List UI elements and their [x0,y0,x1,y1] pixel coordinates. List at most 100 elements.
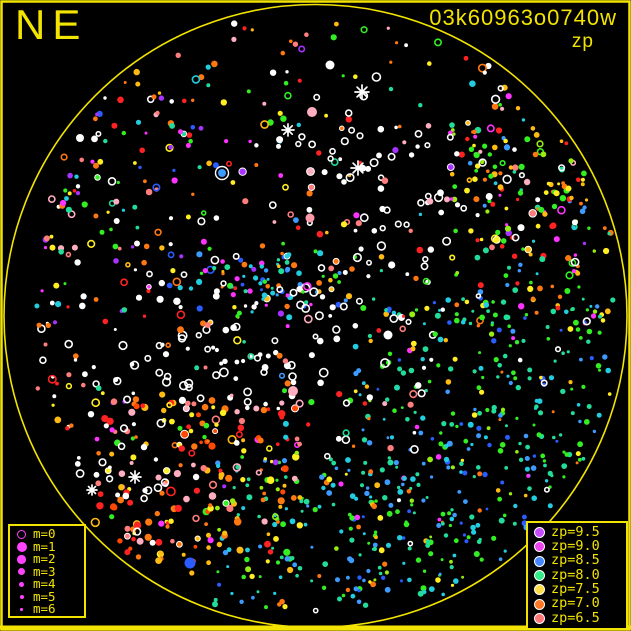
star-point [500,370,504,374]
star-points-layer [34,20,616,614]
star-point [251,304,257,310]
star-point [405,272,410,277]
star-point [592,249,596,253]
star-point [477,471,483,477]
star-point [105,475,114,483]
star-point [562,450,566,454]
star-point [604,308,611,315]
star-point [546,181,551,186]
star-point [368,338,373,344]
star-point [40,289,44,293]
star-point [405,417,410,422]
star-point [570,257,580,267]
star-point [455,424,459,429]
star-point [424,142,431,149]
star-point [366,568,371,574]
star-point [185,383,193,392]
star-point [368,580,372,584]
open-circle-swatch [17,529,26,539]
exposure-title: 03k60963o0740w [429,5,617,30]
star-point [149,539,156,546]
star-point [342,429,350,437]
star-point [361,381,366,386]
star-point [358,246,364,252]
star-point [345,457,351,463]
star-point [440,558,444,562]
star-point [553,236,560,243]
star-point [263,401,268,407]
star-point [208,480,218,490]
zeropoint-symbol [532,612,547,624]
star-point [296,270,302,277]
star-point [581,456,586,461]
star-point [243,387,252,397]
legend-label: m=1 [33,538,56,554]
star-point [184,378,194,389]
star-point [111,122,118,129]
star-point [369,158,379,168]
star-point [482,177,487,182]
star-point [568,380,573,385]
star-point [547,503,553,509]
star-point [537,410,544,416]
star-point [497,496,502,502]
star-point [401,482,405,487]
legend-row: m=6 [14,602,80,616]
star-point [226,565,230,569]
star-point [465,120,471,126]
star-point [135,554,142,560]
star-point [358,553,362,557]
star-point [117,538,123,544]
star-point [282,604,288,610]
star-point [363,460,368,465]
star-point [298,45,306,53]
star-point [353,74,358,79]
star-point [242,340,246,344]
star-point [461,575,464,579]
star-point [424,305,430,311]
star-point [486,169,490,173]
star-point [408,228,413,233]
star-point [212,371,221,380]
star-point [372,546,377,552]
star-point [127,499,134,506]
star-point [470,524,476,531]
star-point [203,422,210,429]
star-point [354,212,359,217]
star-point [560,388,566,395]
star-point [277,110,283,116]
magnitude-symbol [14,594,29,599]
star-point [168,242,173,247]
star-point [135,294,143,301]
filled-circle-swatch [18,581,25,587]
star-point [95,130,102,137]
star-point [462,470,468,476]
star-point [308,399,315,406]
star-point [526,474,530,478]
legend-row: zp=8.0 [532,568,622,583]
star-point [159,490,165,496]
star-point [226,547,232,553]
star-point [416,246,424,254]
star-point [276,406,281,411]
star-point [449,559,453,564]
star-point [379,269,383,273]
star-point [385,397,390,402]
star-point [555,439,559,443]
star-point [540,453,546,459]
star-point [260,120,269,129]
star-point [200,210,207,216]
star-point [72,189,77,193]
star-point [498,517,505,524]
star-point [472,369,477,374]
star-point [194,365,200,371]
star-point [443,456,450,463]
star-point [445,297,452,303]
star-point [497,363,503,368]
star-point [332,257,340,265]
star-point [290,495,297,501]
star-point [118,340,128,351]
star-point [540,379,548,387]
star-point [182,98,187,104]
star-point [575,461,579,465]
